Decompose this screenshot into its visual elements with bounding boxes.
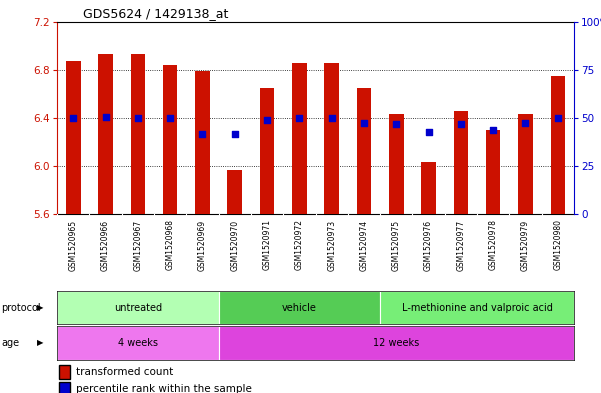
- Text: GSM1520968: GSM1520968: [166, 219, 175, 270]
- Text: GSM1520979: GSM1520979: [521, 219, 530, 270]
- Point: [294, 115, 304, 121]
- FancyBboxPatch shape: [57, 326, 219, 360]
- Text: untreated: untreated: [114, 303, 162, 312]
- Point: [198, 130, 207, 137]
- Bar: [66, 61, 81, 214]
- Bar: [130, 54, 145, 214]
- Text: GSM1520976: GSM1520976: [424, 219, 433, 270]
- Bar: [325, 62, 339, 214]
- Bar: [99, 54, 113, 214]
- Text: GSM1520974: GSM1520974: [359, 219, 368, 270]
- Text: GSM1520978: GSM1520978: [489, 219, 498, 270]
- Text: GSM1520975: GSM1520975: [392, 219, 401, 270]
- Point: [327, 115, 337, 121]
- Text: GSM1520969: GSM1520969: [198, 219, 207, 270]
- Bar: [551, 76, 565, 214]
- Bar: [195, 71, 210, 214]
- Text: GSM1520977: GSM1520977: [456, 219, 465, 270]
- Text: 12 weeks: 12 weeks: [373, 338, 419, 348]
- Text: GSM1520971: GSM1520971: [263, 219, 272, 270]
- Text: ▶: ▶: [37, 303, 44, 312]
- Point: [520, 119, 530, 126]
- Point: [69, 115, 78, 121]
- Point: [359, 119, 369, 126]
- Text: age: age: [1, 338, 19, 348]
- FancyBboxPatch shape: [380, 291, 574, 324]
- Bar: [486, 130, 501, 214]
- Text: 4 weeks: 4 weeks: [118, 338, 158, 348]
- Text: vehicle: vehicle: [282, 303, 317, 312]
- Point: [456, 121, 466, 127]
- Point: [165, 115, 175, 121]
- Text: GSM1520966: GSM1520966: [101, 219, 110, 270]
- Bar: [292, 62, 307, 214]
- Point: [133, 115, 142, 121]
- Text: GSM1520965: GSM1520965: [69, 219, 78, 270]
- Bar: [421, 162, 436, 214]
- Text: L-methionine and valproic acid: L-methionine and valproic acid: [401, 303, 552, 312]
- Point: [101, 114, 111, 120]
- FancyBboxPatch shape: [219, 291, 380, 324]
- Bar: [260, 88, 274, 214]
- Text: GSM1520972: GSM1520972: [295, 219, 304, 270]
- Bar: [163, 65, 177, 214]
- Text: protocol: protocol: [1, 303, 41, 312]
- Text: GDS5624 / 1429138_at: GDS5624 / 1429138_at: [83, 7, 228, 20]
- Text: GSM1520973: GSM1520973: [327, 219, 336, 270]
- FancyBboxPatch shape: [57, 291, 219, 324]
- Point: [489, 127, 498, 133]
- FancyBboxPatch shape: [219, 326, 574, 360]
- Text: GSM1520970: GSM1520970: [230, 219, 239, 270]
- Bar: [357, 88, 371, 214]
- Text: GSM1520967: GSM1520967: [133, 219, 142, 270]
- Point: [391, 121, 401, 127]
- Bar: [454, 111, 468, 214]
- Point: [424, 129, 433, 136]
- Text: GSM1520980: GSM1520980: [554, 219, 563, 270]
- Bar: [228, 170, 242, 214]
- Point: [262, 117, 272, 123]
- Bar: [518, 114, 532, 214]
- Text: percentile rank within the sample: percentile rank within the sample: [76, 384, 252, 393]
- Text: ▶: ▶: [37, 338, 44, 347]
- Point: [230, 130, 240, 137]
- Text: transformed count: transformed count: [76, 367, 173, 377]
- Bar: [389, 114, 403, 214]
- Point: [553, 115, 563, 121]
